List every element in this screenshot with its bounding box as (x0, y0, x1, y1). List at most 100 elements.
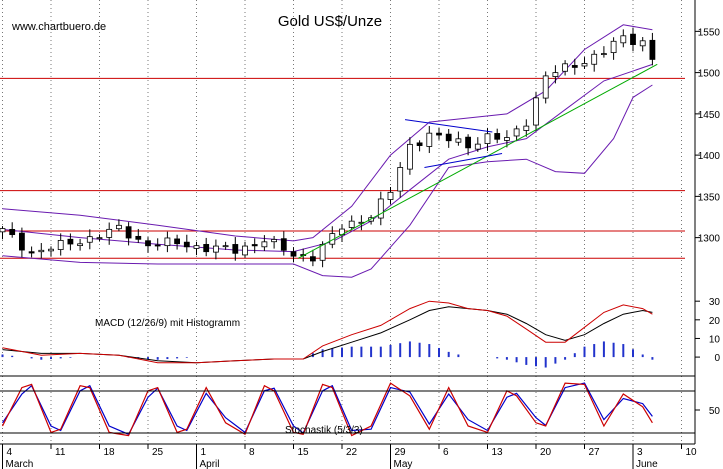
x-tick-label: 1 (201, 447, 207, 458)
candle-body (9, 229, 16, 235)
candle-body (116, 224, 122, 230)
triangle-line (424, 152, 503, 168)
candle-body (610, 40, 617, 54)
candle-body (251, 244, 258, 247)
bollinger-bands (2, 24, 653, 278)
candle-body (67, 238, 74, 245)
candle-body (484, 133, 491, 144)
stochastic-d-line (2, 382, 653, 436)
candle-body (203, 244, 210, 253)
x-tick-label: 10 (686, 447, 698, 458)
y-tick-label: 1400 (698, 151, 721, 162)
x-tick-label: 18 (104, 447, 116, 458)
candle-body (639, 40, 646, 47)
candle-body (445, 133, 452, 142)
candle-body (183, 241, 190, 248)
uptrend-line (298, 63, 658, 259)
y-tick-label: 50 (709, 406, 721, 417)
x-tick-label: 3 (637, 447, 643, 458)
candle-body (319, 244, 326, 261)
x-tick-label: 13 (492, 447, 504, 458)
y-tick-label: 20 (709, 316, 721, 327)
macd-line (2, 300, 653, 364)
macd-label: MACD (12/26/9) mit Histogramm (95, 318, 240, 329)
candle-body (280, 238, 287, 251)
candle-body (145, 240, 151, 247)
candle-body (86, 236, 93, 243)
y-tick-label: 10 (709, 334, 721, 345)
candle-body (620, 35, 627, 44)
y-tick-label: 1350 (698, 192, 721, 203)
bollinger-middle-band (2, 63, 653, 253)
bollinger-lower-band (2, 84, 653, 278)
candle-body (57, 240, 64, 250)
candle-body (232, 244, 239, 254)
candle-body (77, 243, 83, 247)
candle-body (542, 75, 549, 99)
month-label: April (200, 459, 220, 469)
y-tick-label: 30 (709, 297, 721, 308)
candle-body (436, 132, 442, 136)
candle-body (474, 143, 481, 150)
candle-body (416, 142, 423, 146)
candle-body (406, 143, 413, 170)
candle-body (513, 128, 520, 137)
candle-body (552, 72, 559, 77)
trendlines (298, 63, 658, 259)
candle-body (193, 245, 200, 249)
candle-body (212, 245, 219, 253)
x-tick-label: 22 (346, 447, 358, 458)
x-tick-label: 29 (395, 447, 407, 458)
candle-body (38, 249, 45, 253)
candle-body (387, 191, 394, 200)
chart-title: Gold US$/Unze (278, 13, 382, 30)
y-tick-label: 0 (714, 353, 720, 364)
x-tick-label: 4 (7, 447, 13, 458)
y-axis-ticks: 1300 1350 1400 1450 1500 1550 0 10 20 30 50 (695, 27, 720, 417)
candle-body (591, 53, 598, 65)
candle-body (154, 244, 161, 247)
macd-signal-line (2, 306, 653, 364)
candle-body (96, 237, 103, 240)
month-label: June (636, 459, 658, 469)
y-tick-label: 1450 (698, 110, 721, 121)
candle-body (523, 125, 530, 131)
candle-body (0, 228, 6, 233)
x-tick-label: 11 (55, 447, 66, 458)
candle-body (222, 245, 229, 248)
x-tick-label: 8 (249, 447, 255, 458)
candle-body (135, 235, 142, 240)
candle-body (397, 167, 404, 192)
candle-body (571, 65, 578, 68)
candle-body (426, 132, 433, 147)
candle-body (106, 228, 113, 238)
candle-body (18, 232, 25, 251)
month-label: May (394, 459, 413, 469)
candle-body (261, 241, 268, 248)
candle-body (125, 226, 132, 239)
candle-body (309, 256, 316, 262)
candle-body (581, 63, 588, 67)
candle-body (465, 136, 472, 149)
candle-body (649, 39, 656, 60)
candle-body (28, 251, 35, 254)
triangle-line (404, 119, 493, 133)
candle-body (271, 239, 278, 243)
x-tick-label: 15 (298, 447, 310, 458)
x-tick-label: 20 (540, 447, 552, 458)
candle-body (290, 251, 297, 257)
x-tick-label: 6 (443, 447, 449, 458)
price-panel (0, 24, 685, 278)
candle-body (348, 220, 355, 228)
bollinger-upper-band (2, 24, 653, 242)
candle-body (533, 97, 539, 126)
y-tick-label: 1500 (698, 69, 721, 80)
candle-body (494, 133, 501, 140)
y-tick-label: 1300 (698, 234, 721, 245)
candle-body (503, 137, 510, 141)
candle-body (48, 248, 54, 252)
candlesticks (0, 27, 656, 268)
y-tick-label: 1550 (698, 27, 721, 38)
x-tick-label: 25 (152, 447, 164, 458)
